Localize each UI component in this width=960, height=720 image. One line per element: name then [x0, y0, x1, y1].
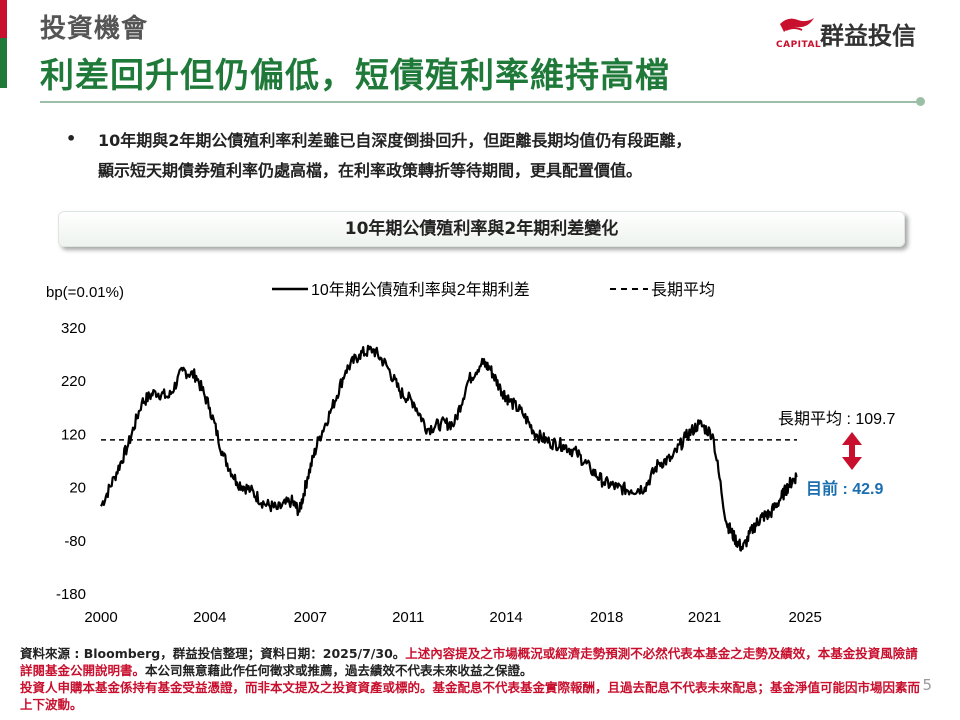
page-title: 利差回升但仍偏低，短債殖利率維持高檔: [40, 56, 670, 96]
legend-solid-label: 10年期公債殖利率與2年期利差: [311, 281, 530, 299]
accent-bar-red: [0, 0, 7, 38]
x-tick-label: 2011: [392, 609, 424, 626]
y-tick-label: 20: [69, 480, 86, 497]
logo-capital-text: CAPITAL: [776, 40, 822, 50]
chart-title-banner: 10年期公債殖利率與2年期利差變化: [58, 211, 905, 247]
x-tick-label: 2014: [489, 609, 522, 626]
x-tick-label: 2018: [590, 609, 623, 626]
current-annotation: 目前 : 42.9: [806, 479, 883, 498]
accent-bar-green: [0, 38, 7, 88]
header-divider: [40, 101, 920, 103]
y-tick-label: 320: [61, 320, 86, 337]
logo-mark-icon: [780, 18, 814, 32]
double-arrow-icon: [842, 432, 862, 470]
risk-note: 上述內容提及之市場概況或經濟走勢預測不必然代表本基金之走勢及績效，本基金投資風險…: [20, 646, 918, 678]
y-tick-label: -180: [56, 586, 86, 603]
spread-series-line: [100, 344, 798, 552]
dividend-note: 投資人申購本基金係持有基金受益憑證，而非本文提及之投資資產或標的。基金配息不代表…: [20, 680, 921, 712]
company-logo: CAPITAL 群益投信: [776, 14, 946, 50]
section-title: 投資機會: [40, 14, 149, 44]
y-tick-label: -80: [64, 533, 86, 550]
disclaimer: 資料來源 : Bloomberg，群益投信整理；資料日期：2025/7/30。上…: [20, 645, 920, 713]
header-divider-dot: [916, 97, 925, 106]
x-tick-label: 2021: [688, 609, 721, 626]
bullet-marker: •: [66, 129, 77, 148]
legend-dashed-label: 長期平均: [651, 281, 715, 299]
x-tick-label: 2025: [788, 609, 821, 626]
x-tick-label: 2000: [84, 609, 117, 626]
bullet-text: 10年期與2年期公債殖利率利差雖已自深度倒掛回升，但距離長期均值仍有段距離， 顯…: [98, 126, 898, 186]
bullet-line-1: 10年期與2年期公債殖利率利差雖已自深度倒掛回升，但距離長期均值仍有段距離，: [98, 131, 692, 150]
x-tick-label: 2007: [294, 609, 327, 626]
y-tick-label: 220: [61, 373, 86, 390]
source-note: 資料來源 : Bloomberg，群益投信整理；資料日期：2025/7/30。: [20, 646, 406, 661]
page-number: 5: [922, 676, 932, 694]
y-axis-label: bp(=0.01%): [46, 284, 124, 301]
bullet-line-2: 顯示短天期債券殖利率仍處高檔，在利率政策轉折等待期間，更具配置價值。: [98, 161, 643, 180]
logo-text: 群益投信: [820, 22, 916, 50]
y-tick-label: 120: [61, 426, 86, 443]
x-tick-label: 2004: [193, 609, 226, 626]
avg-annotation: 長期平均 : 109.7: [778, 410, 895, 428]
performance-note: 本公司無意藉此作任何徵求或推薦，過去績效不代表未來收益之保證。: [145, 663, 533, 678]
